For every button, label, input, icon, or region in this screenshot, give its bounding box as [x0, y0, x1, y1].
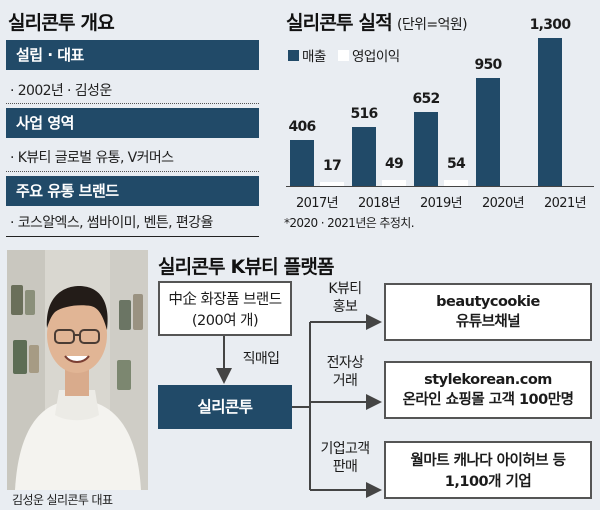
channel-label-line1: 전자상: [326, 355, 364, 371]
channel-box-stylekorean: stylekorean.com 온라인 쇼핑몰 고객 100만명: [384, 361, 592, 419]
bar-revenue-value-label: 1,300: [529, 17, 571, 33]
bar-profit: [382, 180, 406, 186]
bar-revenue: [414, 111, 438, 186]
founding-text: · 2002년 · 김성운: [10, 83, 112, 99]
legend-profit-swatch: [338, 50, 349, 61]
section-header-business: 사업 영역: [6, 108, 259, 138]
brands-text: · 코스알엑스, 썸바이미, 벤튼, 편강율: [10, 215, 213, 231]
channel-box-line1: 월마트 캐나다 아이허브 등: [410, 453, 566, 469]
legend-revenue-label: 매출: [302, 49, 326, 65]
source-brands-box: 中企 화장품 브랜드 (200여 개): [158, 281, 292, 336]
channel-label-b2b: 기업고객 판매: [312, 440, 378, 476]
photo-caption: 김성운 실리콘투 대표: [12, 493, 113, 507]
x-tick-label: 2019년: [419, 196, 463, 211]
channel-box-beautycookie: beautycookie 유튜브채널: [384, 283, 592, 341]
divider: [6, 236, 259, 237]
bar-profit: [320, 182, 344, 186]
chart-footnote: *2020 · 2021년은 추정치.: [284, 216, 415, 230]
ceo-photo: [7, 250, 148, 490]
bar-profit: [444, 179, 468, 186]
source-brands-line2: (200여 개): [191, 312, 259, 329]
bar-revenue-value-label: 950: [474, 56, 502, 73]
platform-title: 실리콘투 K뷰티 플랫폼: [158, 256, 334, 278]
channel-label-line1: 기업고객: [320, 441, 370, 457]
bar-revenue-value-label: 406: [288, 118, 316, 135]
chart-x-axis: [286, 186, 594, 187]
channel-label-line2: 거래: [332, 373, 358, 389]
channel-box-line2: 유튜브채널: [455, 313, 521, 330]
chart-title: 실리콘투 실적: [286, 12, 393, 34]
divider: [6, 103, 259, 104]
section-header-founding: 설립 · 대표: [6, 40, 259, 70]
x-tick-label: 2020년: [481, 196, 525, 211]
bar-revenue-value-label: 652: [412, 90, 440, 107]
bar-profit-value-label: 17: [322, 158, 342, 174]
bar-profit-value-label: 54: [446, 155, 466, 172]
channel-label-promotion: K뷰티 홍보: [316, 280, 374, 316]
ceo-portrait-image: [7, 250, 148, 490]
chart-header: 실리콘투 실적 (단위=억원): [286, 8, 468, 35]
channel-label-line2: 홍보: [332, 299, 358, 315]
x-tick-label: 2018년: [357, 196, 401, 211]
channel-label-line2: 판매: [332, 459, 358, 475]
channel-box-b2b: 월마트 캐나다 아이허브 등 1,100개 기업: [384, 441, 592, 499]
channel-box-line1: stylekorean.com: [424, 371, 552, 388]
bar-revenue: [290, 139, 314, 186]
divider: [6, 171, 259, 172]
bar-profit-value-label: 49: [384, 156, 404, 173]
channel-box-line1: beautycookie: [436, 293, 540, 310]
overview-title: 실리콘투 개요: [8, 12, 115, 34]
bar-revenue: [352, 127, 376, 186]
legend-profit-label: 영업이익: [352, 49, 400, 65]
direct-purchase-label: 직매입: [242, 351, 280, 367]
x-tick-label: 2021년: [543, 196, 587, 211]
section-header-brands: 주요 유통 브랜드: [6, 176, 259, 206]
bar-revenue-value-label: 516: [350, 106, 378, 123]
x-tick-label: 2017년: [295, 196, 339, 211]
channel-label-line1: K뷰티: [328, 281, 362, 297]
core-company-box: 실리콘투: [158, 385, 292, 429]
channel-box-line2: 1,100개 기업: [444, 474, 532, 490]
bar-revenue: [538, 38, 562, 186]
source-brands-line1: 中企 화장품 브랜드: [168, 291, 282, 308]
channel-box-line2: 온라인 쇼핑몰 고객 100만명: [402, 391, 574, 408]
chart-unit: (단위=억원): [397, 17, 468, 33]
channel-label-ecommerce: 전자상 거래: [316, 354, 374, 390]
legend-revenue-swatch: [288, 50, 299, 61]
business-text: · K뷰티 글로벌 유통, V커머스: [10, 150, 174, 166]
bar-revenue: [476, 77, 500, 186]
